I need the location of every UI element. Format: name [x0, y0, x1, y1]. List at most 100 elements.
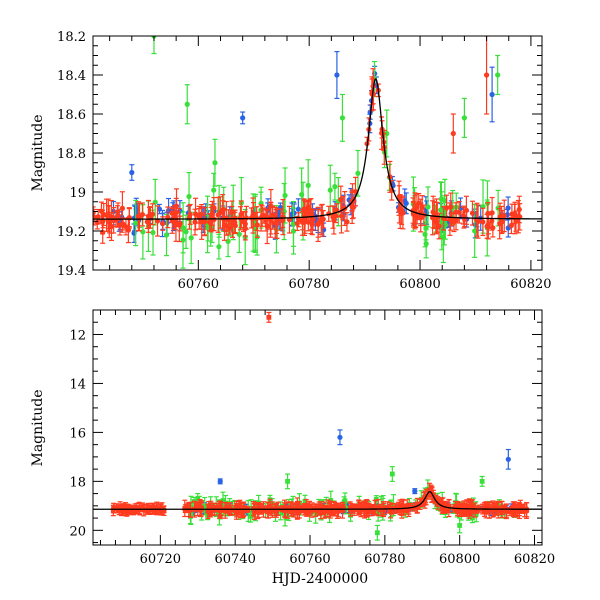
top-data-point	[396, 195, 402, 224]
bottom-data-point	[206, 500, 212, 513]
bottom-y-tick-label: 20	[69, 524, 86, 539]
bottom-data-point	[389, 466, 395, 482]
bottom-y-axis-title: Magnitude	[30, 389, 46, 466]
top-x-tick-label: 60820	[510, 277, 551, 292]
top-data-points	[93, 36, 523, 269]
top-data-point	[286, 205, 293, 234]
bottom-data-point	[139, 505, 145, 512]
top-x-tick-label: 60800	[399, 277, 440, 292]
bottom-data-point	[516, 502, 522, 520]
bottom-data-point	[217, 478, 223, 485]
top-x-tick-label: 60760	[178, 277, 219, 292]
bottom-data-point	[114, 503, 120, 514]
bottom-data-point	[388, 502, 394, 519]
bottom-data-point	[469, 499, 475, 514]
top-data-point	[489, 196, 495, 229]
bottom-x-tick-label: 60740	[215, 552, 256, 567]
bottom-data-points	[110, 311, 530, 541]
top-data-point	[475, 204, 481, 239]
top-y-tick-label: 19.4	[57, 264, 86, 279]
top-data-point	[315, 208, 321, 238]
top-data-point	[334, 50, 340, 100]
top-data-point	[339, 93, 346, 142]
bottom-data-point	[440, 497, 446, 514]
top-data-point	[508, 216, 514, 235]
top-data-point	[495, 54, 501, 96]
bottom-data-point	[285, 473, 291, 490]
bottom-data-point	[292, 506, 298, 514]
top-data-point	[105, 204, 111, 230]
bottom-y-tick-label: 16	[69, 426, 86, 441]
bottom-data-point	[362, 501, 368, 519]
bottom-data-point	[307, 504, 313, 511]
bottom-data-point	[340, 503, 346, 513]
top-data-point	[173, 188, 180, 224]
top-data-point	[184, 84, 190, 125]
bottom-x-tick-label: 60760	[289, 552, 330, 567]
top-data-point	[183, 214, 189, 250]
top-data-point	[133, 199, 139, 247]
top-data-point	[296, 212, 302, 228]
top-data-point	[216, 233, 222, 260]
bottom-data-point	[385, 501, 391, 514]
bottom-data-point	[503, 503, 509, 520]
top-model-curve	[93, 77, 542, 220]
top-data-point	[120, 217, 126, 231]
bottom-data-point	[232, 505, 238, 515]
top-data-point	[217, 196, 223, 229]
top-y-tick-label: 18.2	[57, 30, 86, 45]
bottom-data-point	[320, 506, 326, 516]
bottom-data-point	[378, 503, 384, 516]
top-y-tick-label: 18.6	[57, 108, 86, 123]
top-data-point	[450, 113, 456, 154]
bottom-y-tick-label: 14	[69, 377, 86, 392]
bottom-data-point	[510, 505, 516, 516]
top-y-tick-label: 18.4	[57, 69, 86, 84]
top-data-point	[192, 208, 198, 236]
bottom-x-tick-label: 60720	[140, 552, 181, 567]
bottom-data-point	[315, 506, 321, 515]
bottom-axis-ticks	[93, 309, 542, 545]
top-data-point	[163, 213, 170, 257]
bottom-data-point	[407, 502, 413, 511]
bottom-data-point	[251, 503, 257, 521]
bottom-data-point	[197, 498, 203, 518]
top-data-point	[129, 164, 135, 181]
top-data-point	[513, 210, 519, 232]
top-data-point	[418, 203, 424, 233]
bottom-model-curve	[93, 490, 542, 510]
top-data-point	[242, 216, 248, 241]
top-data-point	[211, 196, 217, 219]
top-data-point	[144, 214, 150, 230]
top-data-point	[212, 138, 218, 187]
bottom-y-tick-label: 18	[69, 475, 86, 490]
top-y-tick-label: 19.2	[57, 225, 86, 240]
bottom-data-point	[399, 503, 405, 516]
top-data-point	[254, 211, 260, 238]
top-data-point	[333, 208, 339, 224]
top-data-point	[483, 36, 490, 115]
bottom-data-point	[313, 503, 319, 517]
bottom-data-point	[134, 502, 140, 515]
top-data-point	[187, 203, 193, 225]
top-data-point	[505, 218, 511, 238]
bottom-data-point	[285, 501, 291, 519]
bottom-data-point	[186, 501, 192, 513]
top-data-point	[240, 111, 246, 125]
bottom-panel: 60720 60740 60760 60780 60800 60820 12 14 16 18 20…	[30, 309, 555, 587]
top-data-point	[448, 192, 454, 222]
top-data-point	[501, 199, 507, 233]
bottom-data-point	[282, 499, 288, 518]
top-data-point	[238, 200, 244, 229]
top-data-point	[453, 202, 459, 222]
top-data-point	[149, 203, 156, 226]
top-data-point	[384, 109, 390, 158]
top-data-point	[485, 202, 491, 225]
top-data-point	[229, 200, 235, 225]
top-y-tick-label: 19	[69, 186, 86, 201]
bottom-data-point	[458, 504, 464, 516]
bottom-data-point	[445, 504, 451, 512]
top-data-point	[355, 149, 361, 197]
bottom-data-point	[479, 475, 485, 487]
